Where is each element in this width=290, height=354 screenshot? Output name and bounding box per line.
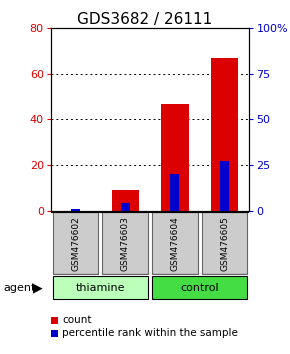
Bar xyxy=(121,203,130,211)
Text: GSM476602: GSM476602 xyxy=(71,216,80,271)
Bar xyxy=(112,190,139,211)
Bar xyxy=(53,276,148,299)
Bar xyxy=(211,58,238,211)
Bar xyxy=(53,212,98,274)
Text: control: control xyxy=(180,282,219,293)
Text: GSM476604: GSM476604 xyxy=(171,216,180,271)
Text: count: count xyxy=(62,315,92,325)
Bar xyxy=(102,212,148,274)
Text: GDS3682 / 26111: GDS3682 / 26111 xyxy=(77,12,213,27)
Bar xyxy=(152,276,247,299)
Text: GSM476603: GSM476603 xyxy=(121,216,130,271)
Text: agent: agent xyxy=(3,282,35,293)
Bar xyxy=(220,161,229,211)
Bar xyxy=(202,212,247,274)
Bar xyxy=(71,209,80,211)
Bar xyxy=(171,174,180,211)
Text: ▶: ▶ xyxy=(33,281,43,294)
Text: GSM476605: GSM476605 xyxy=(220,216,229,271)
Text: thiamine: thiamine xyxy=(76,282,125,293)
Text: percentile rank within the sample: percentile rank within the sample xyxy=(62,329,238,338)
Bar xyxy=(152,212,198,274)
Bar xyxy=(161,103,188,211)
